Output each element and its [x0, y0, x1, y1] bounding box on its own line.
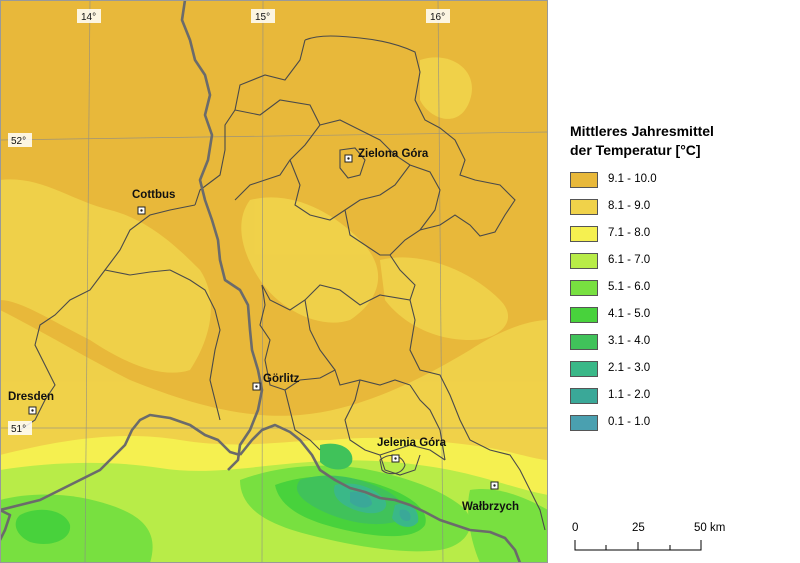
legend-title: Mittleres Jahresmittel der Temperatur [°…	[570, 123, 714, 158]
city-label: Zielona Góra	[358, 148, 429, 160]
temperature-map: Zielona Góra Cottbus Görlitz Dresden Jel	[0, 0, 548, 563]
national-borders	[0, 0, 522, 563]
lat-label-52: 52°	[8, 133, 32, 147]
czech-border-west	[0, 413, 241, 512]
city-gorlitz[interactable]: Görlitz	[252, 373, 300, 391]
graticule	[0, 0, 548, 563]
legend-class-7-8: 7.1 - 8.0	[570, 226, 770, 243]
city-zielona-gora[interactable]: Zielona Góra	[344, 148, 429, 163]
city-cottbus[interactable]: Cottbus	[132, 189, 175, 215]
lon-label-16: 16°	[426, 9, 450, 23]
german-polish-border	[180, 0, 264, 471]
legend-class-6-7: 6.1 - 7.0	[570, 253, 770, 270]
legend-swatch	[570, 334, 598, 350]
city-markers: Zielona Góra Cottbus Görlitz Dresden Jel	[8, 148, 519, 513]
city-label: Dresden	[8, 391, 54, 403]
svg-text:14°: 14°	[81, 12, 96, 23]
scale-label-25: 25	[632, 522, 645, 534]
scale-label-50: 50 km	[694, 522, 726, 534]
legend-swatch	[570, 226, 598, 242]
graticule-labels: 14° 15° 16° 52° 51°	[8, 9, 450, 435]
lon-label-15: 15°	[251, 9, 275, 23]
legend-swatch	[570, 307, 598, 323]
city-label: Jelenia Góra	[377, 437, 447, 449]
legend-swatch	[570, 361, 598, 377]
legend-swatch	[570, 388, 598, 404]
legend-swatch	[570, 280, 598, 296]
legend-class-4-5: 4.1 - 5.0	[570, 307, 770, 324]
legend-class-5-6: 5.1 - 6.0	[570, 280, 770, 297]
lat-label-51: 51°	[8, 421, 32, 435]
scale-bar	[574, 540, 702, 551]
legend-class-3-4: 3.1 - 4.0	[570, 334, 770, 351]
svg-text:15°: 15°	[255, 12, 270, 23]
lon-label-14: 14°	[77, 9, 101, 23]
czech-border-east	[238, 423, 522, 563]
legend-class-2-3: 2.1 - 3.0	[570, 361, 770, 378]
legend-class-8-9: 8.1 - 9.0	[570, 199, 770, 216]
city-label: Wałbrzych	[462, 501, 519, 513]
legend-swatch	[570, 172, 598, 188]
temperature-zone-8-9	[0, 57, 548, 470]
svg-text:51°: 51°	[11, 424, 26, 435]
legend-swatch	[570, 415, 598, 431]
region-boundaries	[19, 35, 546, 531]
legend-swatch	[570, 199, 598, 215]
city-label: Cottbus	[132, 189, 175, 201]
city-label: Görlitz	[263, 373, 300, 385]
temperature-zone-1-2	[350, 491, 411, 521]
legend: Mittleres Jahresmittel der Temperatur [°…	[548, 0, 800, 563]
legend-class-0-1: 0.1 - 1.0	[570, 415, 770, 432]
scale-label-0: 0	[572, 522, 579, 534]
svg-text:52°: 52°	[11, 136, 26, 147]
legend-class-1-2: 1.1 - 2.0	[570, 388, 770, 405]
city-jelenia-gora[interactable]: Jelenia Góra	[377, 437, 447, 463]
city-dresden[interactable]: Dresden	[8, 391, 54, 415]
svg-text:16°: 16°	[430, 12, 445, 23]
legend-class-9-10: 9.1 - 10.0	[570, 172, 770, 189]
legend-swatch	[570, 253, 598, 269]
city-walbrzych[interactable]: Wałbrzych	[462, 481, 519, 513]
